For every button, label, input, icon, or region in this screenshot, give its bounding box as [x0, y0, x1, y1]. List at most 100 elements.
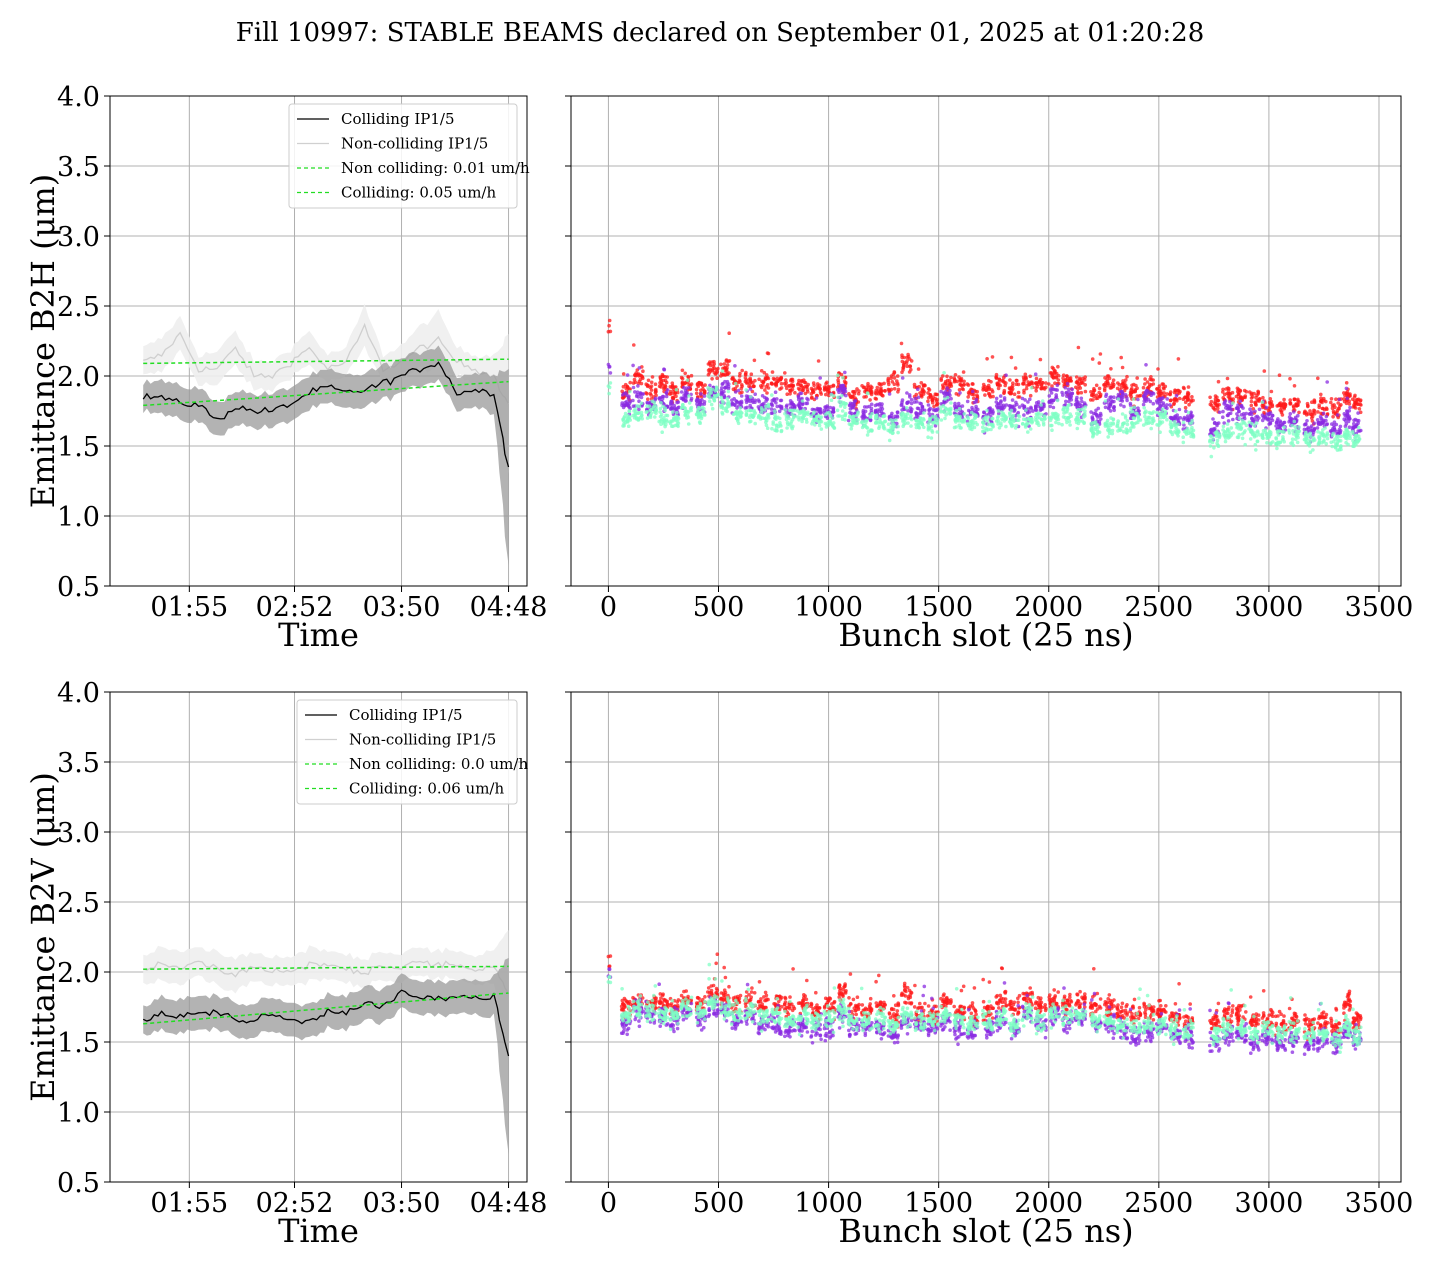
data-point	[774, 426, 779, 430]
data-point	[1039, 403, 1043, 407]
data-point	[1330, 433, 1335, 438]
data-point	[631, 385, 636, 390]
data-point	[695, 399, 699, 404]
data-point	[997, 377, 1002, 382]
data-point	[722, 965, 726, 970]
data-point	[1351, 431, 1355, 436]
data-point	[804, 401, 808, 406]
data-point	[870, 411, 874, 416]
data-point	[715, 376, 719, 381]
data-point	[1028, 374, 1032, 379]
data-point	[926, 396, 931, 400]
data-point	[990, 416, 994, 421]
y-tick-label: 2.5	[57, 292, 100, 323]
data-point	[658, 406, 663, 411]
data-point	[855, 995, 860, 999]
data-point	[1076, 387, 1080, 391]
data-point	[1309, 412, 1314, 417]
data-point	[683, 388, 688, 393]
data-point	[1260, 418, 1265, 423]
x-tick-label: 3000	[1235, 592, 1304, 623]
data-point	[777, 409, 782, 414]
x-tick-label: 1500	[904, 592, 973, 623]
data-point	[1145, 388, 1149, 393]
data-point	[1343, 424, 1348, 429]
y-axis-label: Emittance B2H (μm)	[24, 174, 62, 508]
data-point	[1226, 394, 1231, 399]
data-point	[800, 1003, 805, 1007]
data-point	[1243, 394, 1248, 398]
data-point	[753, 392, 757, 397]
data-point	[886, 422, 891, 427]
data-point	[783, 995, 787, 1000]
data-point	[1330, 406, 1335, 411]
data-point	[835, 408, 840, 413]
data-point	[935, 401, 940, 406]
data-point	[1339, 403, 1343, 407]
data-point	[1146, 417, 1150, 422]
data-point	[1004, 1003, 1008, 1007]
data-point	[994, 396, 999, 401]
data-point	[1094, 425, 1098, 430]
data-point	[779, 375, 783, 380]
data-point	[1296, 402, 1300, 407]
data-point	[1048, 399, 1052, 404]
data-point	[1120, 412, 1125, 416]
x-tick-label: 01:55	[150, 592, 228, 623]
data-point	[1076, 345, 1081, 350]
data-point	[1249, 396, 1254, 400]
data-point	[1060, 390, 1064, 395]
data-point	[840, 417, 845, 422]
data-point	[789, 425, 794, 429]
data-point	[760, 379, 764, 384]
data-point	[763, 998, 767, 1003]
data-point	[1067, 416, 1071, 420]
data-point	[670, 406, 674, 410]
data-point	[1144, 363, 1148, 367]
data-point	[930, 398, 935, 403]
data-point	[1288, 376, 1292, 381]
data-point	[1290, 437, 1295, 442]
data-point	[1317, 405, 1321, 410]
data-point	[1089, 421, 1093, 426]
data-point	[985, 408, 989, 413]
data-point	[1270, 413, 1275, 418]
data-point	[1306, 442, 1310, 446]
data-point	[1253, 442, 1258, 447]
data-point	[733, 381, 738, 386]
data-point	[628, 380, 632, 385]
data-point	[681, 403, 685, 407]
data-point	[1316, 410, 1320, 414]
data-point	[785, 426, 789, 430]
data-point	[1239, 403, 1244, 408]
data-point	[1034, 389, 1038, 393]
data-point	[955, 379, 959, 384]
data-point	[1190, 414, 1195, 418]
data-point	[828, 405, 833, 410]
data-point	[1088, 398, 1093, 402]
data-point	[830, 1005, 835, 1010]
data-point	[634, 417, 639, 421]
data-point	[962, 412, 967, 416]
data-point	[639, 381, 644, 386]
data-point	[916, 367, 921, 371]
data-point	[625, 373, 630, 377]
data-point	[971, 396, 976, 401]
data-point	[1242, 388, 1247, 393]
data-point	[912, 1005, 917, 1009]
y-tick-label: 1.5	[57, 1028, 100, 1059]
data-point	[783, 371, 787, 375]
data-point	[1002, 419, 1007, 423]
data-point	[628, 415, 632, 419]
data-point	[1016, 390, 1021, 395]
data-point	[751, 400, 755, 405]
data-point	[697, 411, 701, 415]
data-point	[631, 381, 636, 385]
data-point	[1357, 407, 1362, 411]
data-point	[1356, 429, 1360, 433]
data-point	[973, 1008, 977, 1012]
data-point	[1001, 379, 1005, 383]
chart-time-h: 0.51.01.52.02.53.03.54.001:55 02:52 03:50 0…	[24, 82, 547, 654]
data-point	[637, 366, 642, 370]
